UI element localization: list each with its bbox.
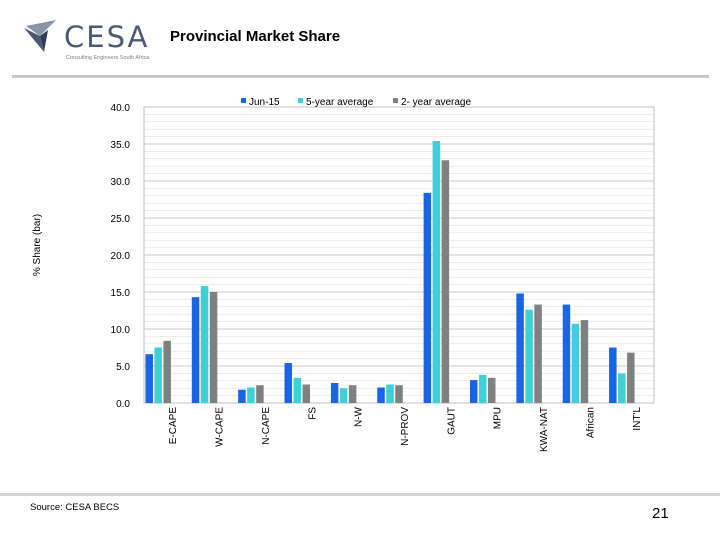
bar-2-n-prov <box>386 384 394 403</box>
legend-label-3: 2- year average <box>401 97 471 108</box>
bar-1-n-cape <box>238 389 246 403</box>
bar-1-n-prov <box>377 387 385 403</box>
bar-1-gaut <box>423 192 432 403</box>
bar-1-kwa-nat <box>516 293 524 403</box>
x-tick-label: African <box>585 407 596 438</box>
bar-1-e-cape <box>145 354 153 403</box>
cesa-logo-mark <box>24 20 56 52</box>
bar-3-kwa-nat <box>534 304 542 403</box>
page-title: Provincial Market Share <box>170 28 341 45</box>
bar-2-gaut <box>432 141 441 404</box>
bar-2-n-cape <box>247 387 255 403</box>
header-divider <box>12 75 709 78</box>
x-tick-label: FS <box>307 407 318 420</box>
x-tick-label: N-CAPE <box>261 407 272 445</box>
legend-label-2: 5-year average <box>306 97 374 108</box>
x-tick-label: KWA-NAT <box>539 407 550 452</box>
bar-3-n-w <box>348 385 357 403</box>
legend-swatch-1 <box>241 98 246 103</box>
y-tick-label: 5.0 <box>116 362 130 373</box>
bar-3-african <box>580 320 589 403</box>
bar-3-mpu <box>487 377 496 403</box>
bar-1-int-l <box>609 347 617 403</box>
bar-3-w-cape <box>209 292 218 403</box>
x-tick-label: GAUT <box>446 407 457 435</box>
x-tick-label: N-PROV <box>400 407 411 446</box>
bar-3-int-l <box>627 352 635 403</box>
bar-2-w-cape <box>200 286 209 403</box>
bar-1-n-w <box>330 383 339 403</box>
x-tick-label: W-CAPE <box>215 407 226 447</box>
bar-2-african <box>571 323 580 403</box>
y-tick-label: 15.0 <box>111 288 131 299</box>
y-tick-label: 20.0 <box>111 251 131 262</box>
legend-label-1: Jun-15 <box>249 97 280 108</box>
bar-1-mpu <box>469 380 478 403</box>
y-tick-label: 0.0 <box>116 399 130 410</box>
bar-3-gaut <box>441 160 450 403</box>
legend-swatch-3 <box>393 98 398 103</box>
page-number: 21 <box>652 505 669 522</box>
legend-swatch-2 <box>298 98 303 103</box>
bar-3-fs <box>302 384 311 403</box>
bar-3-n-prov <box>395 385 403 403</box>
x-tick-label: MPU <box>493 407 504 429</box>
footer-divider <box>0 493 720 496</box>
bar-3-n-cape <box>256 385 264 403</box>
y-tick-label: 40.0 <box>111 103 131 114</box>
y-axis-label: % Share (bar) <box>32 214 43 276</box>
bar-2-fs <box>293 377 302 403</box>
y-tick-label: 30.0 <box>111 177 131 188</box>
y-tick-label: 10.0 <box>111 325 131 336</box>
logo-tagline: Consulting Engineers South Africa <box>66 55 150 61</box>
bar-2-n-w <box>339 388 348 403</box>
bar-3-e-cape <box>163 340 171 403</box>
market-share-chart: 0.0 5.0 10.0 15.0 20.0 25.0 30.0 35.0 40.0 % Shar… <box>32 97 655 452</box>
x-tick-label: INT'L <box>632 407 643 431</box>
bar-2-kwa-nat <box>525 309 533 403</box>
bar-2-e-cape <box>154 347 162 403</box>
bar-1-w-cape <box>191 297 200 403</box>
source-note: Source: CESA BECS <box>30 502 120 513</box>
bar-1-fs <box>284 363 293 403</box>
x-tick-label: N-W <box>354 406 365 427</box>
logo-text: CESA <box>64 20 150 54</box>
y-tick-label: 25.0 <box>111 214 131 225</box>
y-tick-label: 35.0 <box>111 140 131 151</box>
bar-1-african <box>562 304 571 403</box>
x-tick-label: E-CAPE <box>168 407 179 445</box>
cesa-logo: CESA Consulting Engineers South Africa <box>18 18 150 66</box>
bar-2-mpu <box>478 374 487 403</box>
bar-2-int-l <box>618 373 626 403</box>
